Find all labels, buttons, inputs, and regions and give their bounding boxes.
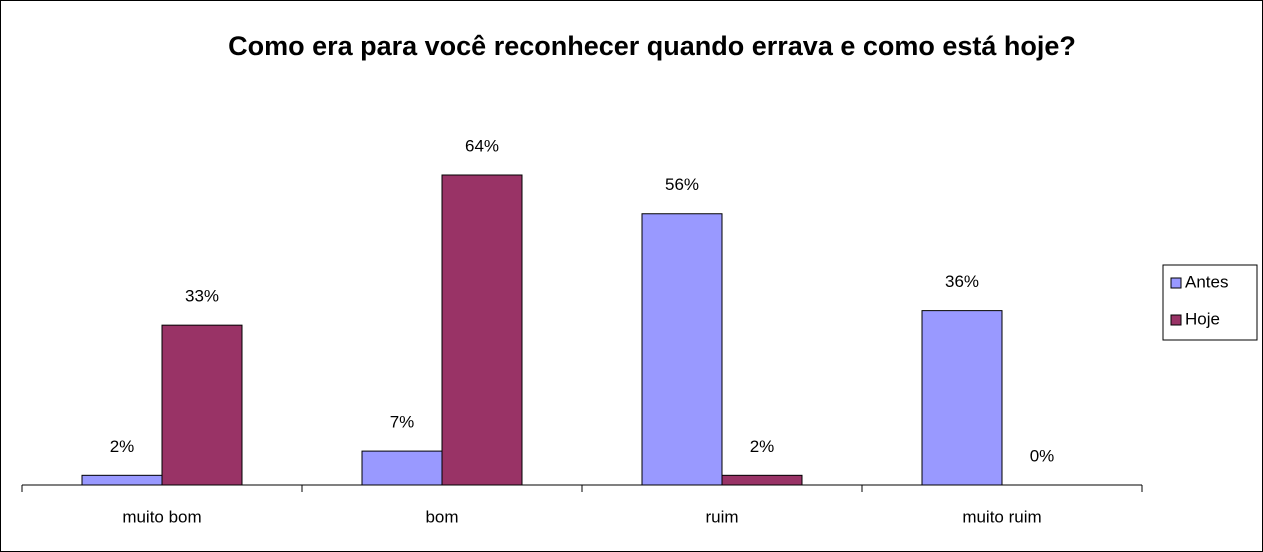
value-label: 36% bbox=[945, 272, 979, 291]
bar bbox=[721, 474, 803, 486]
x-tick-label: ruim bbox=[705, 507, 738, 526]
value-label: 2% bbox=[750, 437, 775, 456]
legend-label: Antes bbox=[1185, 272, 1228, 291]
x-tick-label: bom bbox=[425, 507, 458, 526]
value-label: 64% bbox=[465, 136, 499, 155]
bar bbox=[161, 324, 243, 486]
legend-swatch bbox=[1170, 277, 1182, 289]
bar bbox=[361, 450, 443, 486]
x-tick-label: muito ruim bbox=[962, 507, 1041, 526]
bar bbox=[641, 213, 723, 486]
value-label: 2% bbox=[110, 437, 135, 456]
legend-label: Hoje bbox=[1185, 309, 1220, 328]
bar bbox=[921, 310, 1003, 486]
value-label: 7% bbox=[390, 413, 415, 432]
value-label: 56% bbox=[665, 175, 699, 194]
legend-swatch bbox=[1170, 314, 1182, 326]
x-tick-label: muito bom bbox=[122, 507, 201, 526]
value-label: 33% bbox=[185, 287, 219, 306]
chart-title: Como era para você reconhecer quando err… bbox=[228, 31, 1076, 61]
bar bbox=[441, 174, 523, 486]
legend-box bbox=[1162, 264, 1258, 341]
bar bbox=[81, 474, 163, 486]
value-label: 0% bbox=[1030, 446, 1055, 465]
